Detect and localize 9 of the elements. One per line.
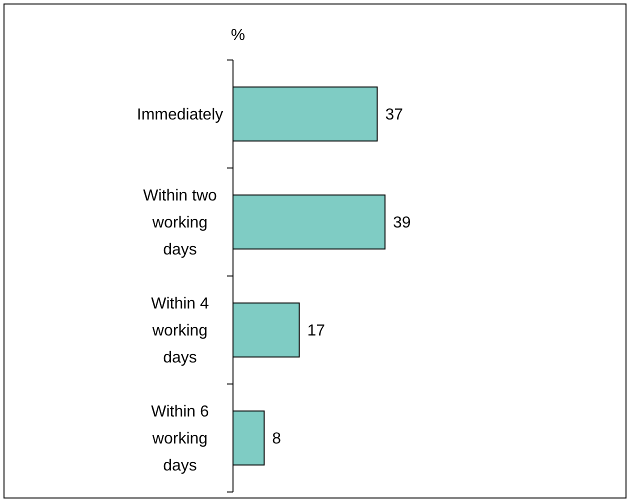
data-label: 39 (393, 214, 411, 232)
y-axis-title: % (230, 27, 246, 44)
data-label: 37 (385, 106, 404, 124)
y-tick-label: Within two working days (143, 188, 217, 259)
data-label: 17 (307, 322, 326, 340)
data-label: 8 (272, 430, 282, 448)
y-tick-label: Within 4 working days (151, 296, 209, 367)
y-tick-label: Immediately (136, 106, 224, 124)
y-tick-label: Within 6 working days (151, 404, 209, 475)
